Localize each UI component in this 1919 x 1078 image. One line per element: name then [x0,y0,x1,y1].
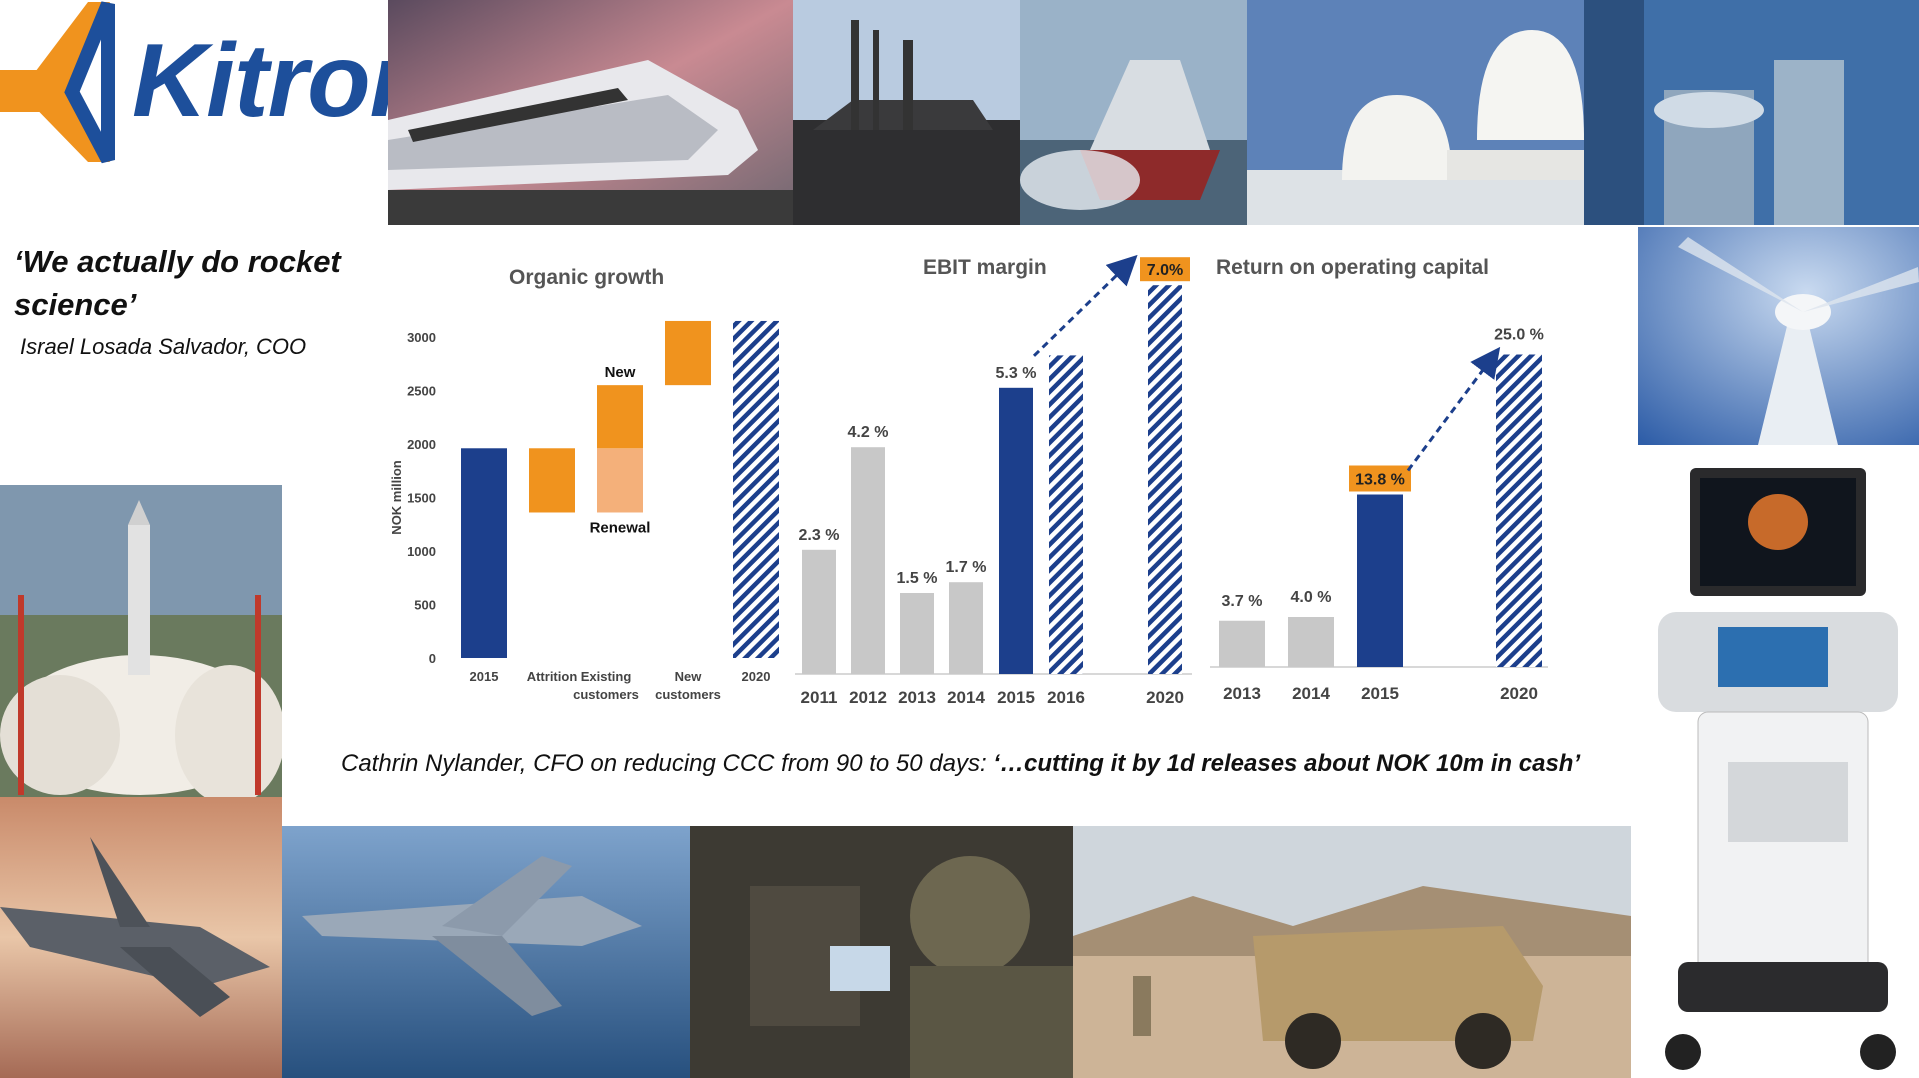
gripen-jet-photo [282,826,690,1078]
x-tick-label: New [675,669,703,684]
ebit-margin-chart: 2011 2.3 % 2012 4.2 % 2013 1.5 % 2014 1.7 % 2015… [795,254,1192,707]
soldier-in-vehicle-photo [690,826,1073,1078]
bar-2012 [851,447,885,674]
bar-2011 [802,549,836,674]
x-tick-label: 2020 [742,669,771,684]
military-vehicle-photo [1073,826,1631,1078]
bar-attrition [529,448,575,513]
value-label: 1.7 % [946,559,987,576]
y-tick-label: 2000 [407,437,436,452]
bar-2013 [1219,620,1265,667]
value-label-bg [1140,257,1190,282]
x-tick-label: 2011 [801,688,838,707]
value-label: 25.0 % [1494,327,1544,344]
rocket-launch-photo [0,485,282,797]
bar-2014 [1288,617,1334,667]
value-label: 4.2 % [848,424,889,441]
x-tick-label: 2020 [1146,688,1184,707]
f35-jet-photo [0,797,282,1078]
kitron-logo: Kitron [0,0,433,225]
rescue-boat-photo [1020,0,1247,225]
annotation-new: New [605,364,636,381]
x-tick-label: 2015 [1361,684,1399,703]
y-tick-label: 0 [429,651,436,666]
annotation-renewal: Renewal [590,519,651,536]
organic-growth-title: Organic growth [509,266,665,289]
y-tick-label: 3000 [407,330,436,345]
roc-chart: 2013 3.7 % 2014 4.0 % 2015 13.8 % 2020 25.0 % [1210,327,1548,703]
trend-arrow [1406,346,1501,472]
x-tick-label: customers [655,687,721,702]
cfo-quote-prefix: Cathrin Nylander, CFO on reducing CCC fr… [341,750,994,777]
submarine-photo [793,0,1020,225]
y-axis-label: NOK million [389,460,404,534]
value-label: 3.7 % [1222,593,1263,610]
value-label: 1.5 % [897,570,938,587]
wind-turbine-photo [1638,227,1919,445]
trend-arrow [1032,254,1138,357]
y-tick-label: 1000 [407,544,436,559]
value-label: 13.8 % [1355,472,1405,489]
value-label: 2.3 % [799,527,840,544]
organic-growth-chart: 0 500 1000 1500 2000 2500 3000 NOK million 2015 A… [389,320,779,702]
x-tick-label: 2015 [470,669,499,684]
value-label: 5.3 % [996,365,1037,382]
x-tick-label: 2013 [1223,684,1261,703]
bar-2020 [733,320,779,658]
bar-2016 [1049,355,1083,674]
bar-2015 [999,387,1033,674]
x-tick-label: Existing [581,669,632,684]
x-tick-label: Attrition [527,669,578,684]
x-tick-label: 2014 [947,688,985,707]
kitron-logo-mark [0,1,115,164]
cfo-quote: Cathrin Nylander, CFO on reducing CCC fr… [341,750,1580,778]
high-speed-train-photo [388,0,793,225]
x-tick-label: customers [573,687,639,702]
rocket-quote-author: Israel Losada Salvador, COO [20,334,307,359]
bar-2014 [949,582,983,674]
ship-radar-domes-photo [1247,0,1584,225]
value-label-bg [1349,465,1411,492]
y-tick-label: 2500 [407,384,436,399]
x-tick-label: 2012 [849,688,887,707]
value-label: 7.0% [1147,262,1183,279]
ultrasound-scanner-photo [1638,462,1919,1078]
rocket-science-quote: ‘We actually do rocket science’ [14,244,341,322]
bar-existing-customers [597,448,643,513]
logo-wordmark: Kitron [132,23,433,139]
bar-2013 [900,593,934,674]
bar-2015 [1357,494,1403,667]
y-tick-label: 1500 [407,491,436,506]
bar-2015 [461,448,507,658]
x-tick-label: 2020 [1500,684,1538,703]
y-tick-label: 500 [414,598,436,613]
bar-2020 [1148,285,1182,674]
x-tick-label: 2015 [997,688,1035,707]
x-tick-label: 2016 [1047,688,1085,707]
value-label: 4.0 % [1291,589,1332,606]
bar-2020 [1496,354,1542,667]
x-tick-label: 2013 [898,688,936,707]
cfo-quote-text: ‘…cutting it by 1d releases about NOK 10… [993,750,1581,777]
roc-title: Return on operating capital [1216,256,1490,279]
bar-existing-customers [597,385,643,449]
bar-new-customers [665,320,711,386]
industrial-machine-photo [1584,0,1919,225]
ebit-margin-title: EBIT margin [923,256,1047,279]
x-tick-label: 2014 [1292,684,1330,703]
